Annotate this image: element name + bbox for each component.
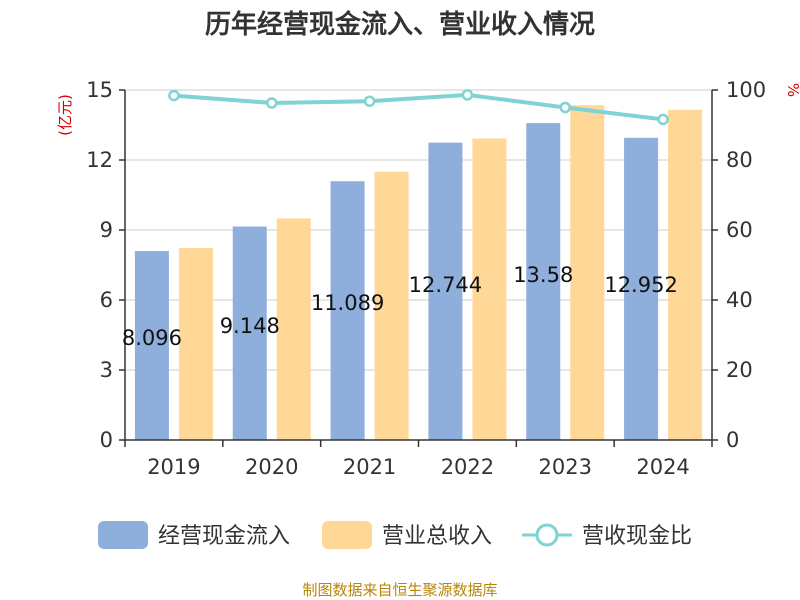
data-labels: 8.096 9.148 11.089 12.744 13.58 12.952: [122, 263, 678, 350]
right-tick-label: 40: [726, 288, 753, 312]
left-tick-label: 0: [100, 428, 113, 452]
left-tick-label: 3: [100, 358, 113, 382]
data-label: 12.952: [604, 273, 677, 297]
x-tick-label: 2020: [245, 455, 298, 479]
x-tick-label: 2022: [441, 455, 494, 479]
x-tick-label: 2019: [147, 455, 200, 479]
right-tick-label: 0: [726, 428, 739, 452]
legend: 经营现金流入 营业总收入 营收现金比: [98, 521, 692, 549]
bars: [134, 105, 703, 441]
chart-title: 历年经营现金流入、营业收入情况: [205, 9, 595, 40]
x-tick-label: 2024: [636, 455, 689, 479]
axes: 0 3 6 9 12 15 0 20 40 60 80 100 (亿元)% 2019 2020 2021 202…: [56, 78, 800, 479]
line-point: [363, 95, 376, 107]
x-tick-label: 2021: [343, 455, 396, 479]
bar: [428, 142, 463, 440]
gridlines: [125, 89, 712, 371]
right-tick-label: 80: [726, 148, 753, 172]
bar: [570, 105, 605, 441]
right-tick-label: 100: [726, 78, 766, 102]
bar: [374, 171, 409, 440]
data-label: 8.096: [122, 326, 182, 350]
left-tick-label: 6: [100, 288, 113, 312]
bar: [178, 247, 213, 440]
bar: [624, 137, 659, 440]
right-axis-unit: %: [784, 83, 800, 97]
bar: [232, 226, 267, 440]
legend-label: 营业总收入: [382, 524, 492, 549]
left-tick-label: 15: [86, 78, 113, 102]
bar: [472, 138, 507, 441]
line-series: [168, 89, 669, 126]
data-label: 9.148: [220, 314, 280, 338]
data-label: 11.089: [311, 291, 384, 315]
legend-label: 营收现金比: [582, 524, 692, 549]
right-tick-label: 20: [726, 358, 753, 382]
line-point: [266, 97, 278, 109]
x-tick-label: 2023: [539, 455, 592, 479]
legend-label: 经营现金流入: [158, 524, 290, 549]
left-tick-label: 12: [86, 148, 113, 172]
data-label: 13.58: [513, 263, 573, 287]
right-tick-label: 60: [726, 218, 753, 242]
line-point: [657, 113, 669, 126]
data-label: 12.744: [409, 273, 482, 297]
line-point: [461, 89, 474, 101]
bar: [668, 109, 703, 440]
line-point: [559, 101, 571, 114]
source-note: 制图数据来自恒生聚源数据库: [302, 581, 497, 599]
bar: [134, 251, 169, 440]
legend-swatch: [98, 521, 148, 549]
left-tick-label: 9: [100, 218, 113, 242]
bar: [330, 181, 365, 441]
legend-swatch: [322, 521, 372, 549]
bar: [276, 218, 311, 440]
line-path: [173, 92, 664, 122]
line-point: [168, 89, 180, 102]
legend-marker: [535, 523, 559, 547]
bar: [526, 123, 561, 440]
left-axis-unit: (亿元): [56, 94, 74, 136]
